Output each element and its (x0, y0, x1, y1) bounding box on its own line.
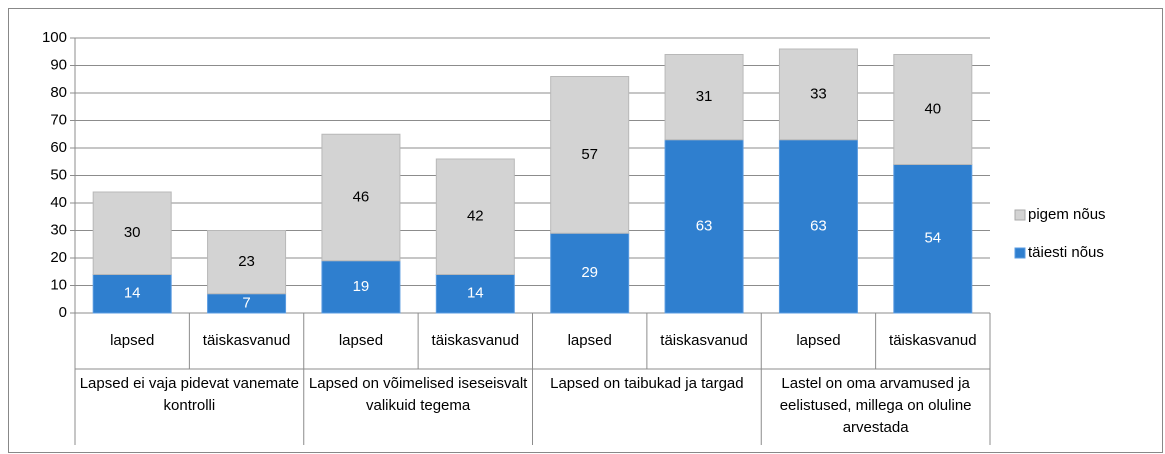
bar-segment (893, 54, 973, 165)
legend-swatch (1014, 247, 1026, 259)
data-label: 29 (581, 264, 598, 281)
legend-swatch (1014, 209, 1026, 221)
bar-segment (550, 232, 630, 314)
bar-segment (321, 260, 401, 314)
data-label: 7 (242, 294, 250, 311)
x-tick-label: lapsed (796, 332, 840, 349)
y-tick-label: 20 (50, 249, 67, 266)
group-label: Lapsed on taibukad ja targad (550, 375, 744, 392)
x-tick-label: täiskasvanud (203, 332, 291, 349)
legend-label: pigem nõus (1028, 206, 1106, 223)
y-tick-label: 90 (50, 56, 67, 73)
data-label: 63 (810, 217, 827, 234)
data-label: 23 (238, 253, 255, 270)
y-tick-label: 50 (50, 166, 67, 183)
group-label: Lapsed ei vaja pidevat vanemate kontroll… (79, 375, 300, 414)
y-tick-label: 30 (50, 221, 67, 238)
data-label: 40 (924, 100, 941, 117)
x-tick-label: täiskasvanud (432, 332, 520, 349)
bar-segment (778, 48, 858, 141)
bar-segment (550, 76, 630, 234)
data-label: 57 (581, 146, 598, 163)
bar-segment (778, 139, 858, 314)
data-label: 31 (696, 88, 713, 105)
bar-segment (321, 133, 401, 262)
x-tick-label: täiskasvanud (889, 332, 977, 349)
y-tick-label: 100 (42, 29, 67, 46)
y-tick-label: 70 (50, 111, 67, 128)
legend-label: täiesti nõus (1028, 244, 1104, 261)
bar-segment (664, 54, 744, 141)
y-tick-label: 60 (50, 139, 67, 156)
group-label: Lapsed on võimelised iseseisvalt valikui… (308, 375, 528, 414)
data-label: 33 (810, 85, 827, 102)
bar-segment (92, 191, 172, 275)
data-label: 63 (696, 217, 713, 234)
data-label: 46 (353, 188, 370, 205)
data-label: 54 (924, 230, 941, 247)
data-label: 42 (467, 208, 484, 225)
y-tick-label: 10 (50, 276, 67, 293)
x-tick-label: lapsed (568, 332, 612, 349)
data-label: 19 (353, 278, 370, 295)
chart-border (8, 8, 1163, 453)
y-tick-label: 0 (59, 304, 67, 321)
data-label: 30 (124, 224, 141, 241)
bar-segment (893, 164, 973, 314)
x-tick-label: lapsed (110, 332, 154, 349)
x-tick-label: täiskasvanud (660, 332, 748, 349)
y-tick-label: 40 (50, 194, 67, 211)
bar-segment (435, 158, 515, 275)
group-label: Lastel on oma arvamused ja eelistused, m… (779, 375, 972, 436)
bar-segment (664, 139, 744, 314)
data-label: 14 (124, 285, 141, 302)
y-tick-label: 80 (50, 84, 67, 101)
x-tick-label: lapsed (339, 332, 383, 349)
bar-segment (207, 230, 287, 295)
data-label: 14 (467, 285, 484, 302)
